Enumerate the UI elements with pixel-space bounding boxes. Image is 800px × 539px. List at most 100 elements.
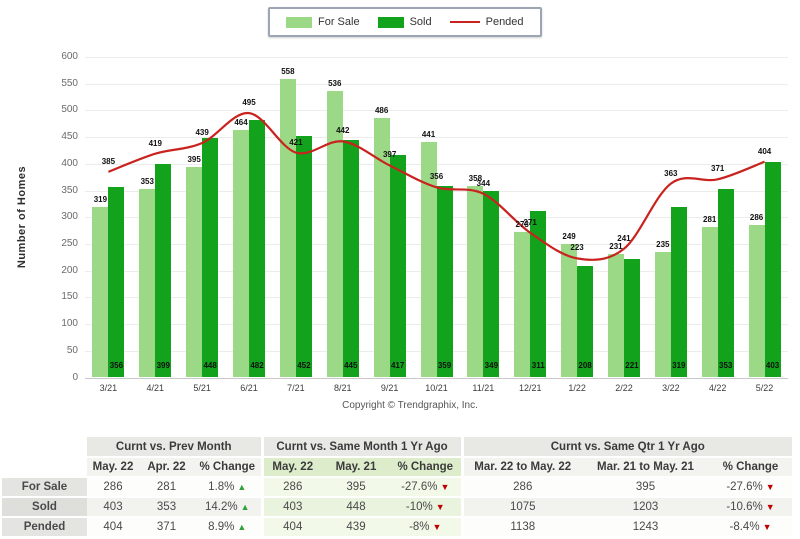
- bar-sold: [623, 259, 640, 378]
- x-axis-tick-label: 7/21: [287, 383, 305, 393]
- row-label: Sold: [2, 497, 87, 517]
- y-axis-title: Number of Homes: [16, 165, 28, 269]
- comparison-table: Curnt vs. Prev Month Curnt vs. Same Month…: [2, 437, 792, 538]
- bar-for-sale: [748, 224, 765, 378]
- bar-for-sale: [654, 251, 671, 378]
- table-cell-percent-change: -10% ▼: [390, 497, 462, 517]
- pended-line-swatch-icon: [449, 21, 480, 23]
- bar-sold: [108, 187, 125, 378]
- bar-sold: [436, 185, 453, 378]
- for-sale-value-label: 319: [93, 195, 108, 205]
- x-axis-tick-label: 2/22: [615, 383, 633, 393]
- up-arrow-icon: ▲: [237, 522, 247, 532]
- for-sale-value-label: 536: [328, 79, 342, 89]
- table-cell-value: 353: [139, 497, 194, 517]
- down-arrow-icon: ▼: [432, 522, 442, 532]
- y-axis-tick-label: 450: [61, 131, 78, 143]
- legend-item-for-sale: For Sale: [286, 16, 360, 28]
- up-arrow-icon: ▲: [240, 502, 250, 512]
- table-corner-cell: [2, 457, 87, 477]
- table-column-header: % Change: [709, 457, 792, 477]
- table-cell-value: 1138: [460, 517, 582, 537]
- pended-value-label: 241: [617, 233, 631, 243]
- table-row: For Sale 286 281 1.8% ▲ 286 395 -27.6% ▼ 286 395 -2…: [2, 477, 792, 497]
- for-sale-value-label: 286: [749, 212, 764, 222]
- for-sale-value-label: 464: [234, 117, 248, 127]
- table-cell-value: 403: [87, 497, 139, 517]
- table-cell-percent-change: 1.8% ▲: [194, 477, 262, 497]
- row-label: Pended: [2, 517, 87, 537]
- legend-item-pended: Pended: [449, 16, 524, 28]
- pended-value-label: 404: [757, 146, 772, 156]
- sold-value-label: 452: [297, 360, 311, 370]
- legend: For Sale Sold Pended: [268, 7, 542, 37]
- pended-value-label: 419: [148, 138, 162, 148]
- table-cell-value: 281: [139, 477, 194, 497]
- gridline: [85, 57, 788, 58]
- pended-value-label: 271: [523, 217, 537, 227]
- bar-sold: [155, 164, 172, 378]
- table-cell-value: 404: [87, 517, 139, 537]
- table-cell-percent-change: -10.6% ▼: [709, 497, 792, 517]
- sold-value-label: 349: [484, 360, 499, 370]
- for-sale-value-label: 558: [281, 67, 295, 77]
- sold-value-label: 208: [578, 360, 592, 370]
- for-sale-value-label: 281: [703, 215, 717, 225]
- y-axis-tick-label: 0: [72, 371, 78, 383]
- for-sale-value-label: 353: [140, 176, 154, 186]
- pended-value-label: 397: [382, 150, 397, 160]
- sold-value-label: 399: [156, 360, 170, 370]
- for-sale-value-label: 441: [421, 129, 436, 139]
- table-row: Pended 404 371 8.9% ▲ 404 439 -8% ▼ 1138 1243 -8.4%…: [2, 517, 792, 537]
- down-arrow-icon: ▼: [765, 482, 775, 492]
- y-axis-tick-label: 150: [61, 291, 78, 303]
- table-cell-percent-change: -27.6% ▼: [390, 477, 462, 497]
- for-sale-bar-swatch-icon: [286, 16, 312, 28]
- table-cell-value: 395: [582, 477, 709, 497]
- table-cell-percent-change: 14.2% ▲: [194, 497, 262, 517]
- table-cell-percent-change: -27.6% ▼: [709, 477, 792, 497]
- pended-value-label: 363: [664, 168, 678, 178]
- y-axis-tick-label: 100: [61, 318, 78, 330]
- gridline: [85, 83, 788, 85]
- legend-label-sold: Sold: [409, 16, 432, 28]
- x-axis-tick-label: 5/22: [755, 383, 774, 393]
- y-axis-tick-label: 300: [61, 211, 78, 223]
- x-axis-tick-label: 6/21: [240, 383, 258, 393]
- bar-sold: [483, 191, 500, 378]
- table-cell-value: 1203: [582, 497, 709, 517]
- for-sale-value-label: 231: [609, 242, 623, 252]
- gridline: [85, 163, 788, 165]
- pended-value-label: 421: [289, 137, 303, 147]
- bar-for-sale: [467, 186, 484, 378]
- table-column-header: Apr. 22: [139, 457, 194, 477]
- x-axis-tick-label: 4/22: [708, 383, 727, 393]
- sold-bar-swatch-icon: [377, 16, 404, 28]
- y-axis-tick-label: 50: [66, 344, 78, 356]
- sold-value-label: 359: [437, 360, 452, 370]
- table-cell-value: 448: [322, 497, 390, 517]
- y-axis-tick-label: 600: [61, 51, 78, 62]
- legend-label-for-sale: For Sale: [318, 16, 360, 28]
- table-cell-value: 286: [460, 477, 582, 497]
- x-axis-tick-label: 4/21: [146, 383, 165, 393]
- for-sale-value-label: 235: [656, 239, 670, 249]
- bar-for-sale: [701, 227, 718, 378]
- pended-value-label: 356: [429, 172, 444, 182]
- x-axis-tick-label: 5/21: [193, 383, 211, 393]
- sold-value-label: 221: [625, 360, 639, 370]
- sold-value-label: 319: [672, 360, 686, 370]
- table-cell-value: 1243: [582, 517, 709, 537]
- bar-for-sale: [514, 231, 531, 378]
- bar-sold: [295, 136, 312, 378]
- x-axis-tick-label: 10/21: [425, 383, 448, 393]
- bar-sold: [530, 211, 547, 378]
- pended-value-label: 344: [476, 178, 491, 188]
- bar-for-sale: [607, 254, 624, 378]
- down-arrow-icon: ▼: [762, 522, 772, 532]
- table-column-header: Mar. 21 to May. 21: [582, 457, 709, 477]
- pended-value-label: 495: [242, 98, 256, 108]
- bar-for-sale: [279, 79, 296, 378]
- sold-value-label: 403: [765, 360, 780, 370]
- table-cell-percent-change: -8.4% ▼: [709, 517, 792, 537]
